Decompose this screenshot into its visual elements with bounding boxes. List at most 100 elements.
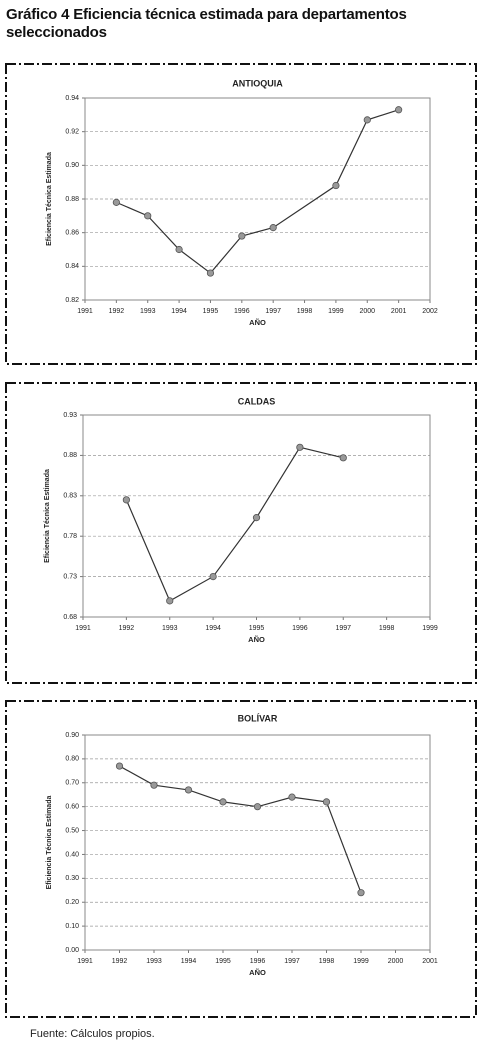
plot-frame [84,97,431,301]
x-tick-label: 2000 [388,958,404,965]
x-tick-label: 1993 [140,308,156,315]
x-tick-label: 1997 [265,308,281,315]
x-tick-label: 1993 [162,625,178,632]
y-tick-label: 0.93 [63,412,77,419]
x-tick-label: 1999 [353,958,369,965]
y-tick-label: 0.73 [63,573,77,580]
data-point [253,803,262,811]
x-tick-label: 2001 [391,308,407,315]
y-tick-label: 0.68 [63,614,77,621]
data-point [206,269,215,277]
y-tick-label: 0.90 [65,162,79,169]
x-tick-label: 1991 [77,308,93,315]
source-note: Fuente: Cálculos propios. [30,1028,155,1040]
x-tick-label: 1995 [249,625,265,632]
y-tick-label: 0.70 [65,780,79,787]
plot-frame [84,734,431,951]
x-tick-label: 1996 [250,958,266,965]
x-tick-label: 1995 [203,308,219,315]
data-point [122,496,130,504]
data-point [357,889,365,897]
y-axis-label: Eficiencia Técnica Estimada [44,469,51,563]
chart-title: ANTIOQUIA [232,78,283,88]
y-tick-label: 0.86 [65,230,79,237]
data-point [296,443,304,451]
chart-title: BOLÍVAR [238,713,278,723]
charts: ANTIOQUIA 0.82 0.84 0.86 0.88 0.90 0.92 0.94 199… [5,63,477,1018]
x-tick-label: 1999 [328,308,344,315]
data-point [238,232,246,240]
y-axis-label: Eficiencia Técnica Estimada [46,796,53,890]
x-tick-label: 2002 [422,308,438,315]
y-tick-label: 0.30 [65,875,79,882]
y-tick-label: 0.84 [65,263,79,270]
x-tick-label: 1991 [77,958,93,965]
y-tick-label: 0.20 [65,899,79,906]
x-tick-label: 2000 [359,308,375,315]
data-point [144,212,152,220]
data-point [288,793,296,801]
series-line [116,109,399,274]
y-axis-label: Eficiencia Técnica Estimada [46,152,53,246]
y-tick-label: 0.82 [65,297,79,304]
x-axis-label: AÑO [249,318,266,327]
series-line [125,446,344,602]
y-tick-label: 0.40 [65,851,79,858]
plot-frame [82,414,431,618]
chart-title: CALDAS [238,396,276,406]
y-tick-label: 0.00 [65,947,79,954]
data-point [112,198,120,206]
x-axis-label: AÑO [249,968,266,977]
data-point [219,798,227,806]
x-tick-label: 1997 [335,625,351,632]
data-point [209,572,217,581]
data-point [339,454,347,462]
data-point [166,597,174,605]
y-tick-label: 0.10 [65,923,79,930]
x-tick-label: 1998 [319,958,335,965]
x-tick-label: 1992 [109,308,125,315]
y-tick-label: 0.60 [65,804,79,811]
x-tick-label: 2001 [422,958,438,965]
y-tick-label: 0.92 [65,129,79,136]
y-tick-label: 0.80 [65,756,79,763]
series-line [119,765,362,893]
y-tick-label: 0.88 [65,196,79,203]
x-tick-label: 1992 [112,958,128,965]
x-axis-label: AÑO [248,635,265,644]
x-tick-label: 1991 [75,625,91,632]
panel-frame [5,700,477,1018]
data-point [252,514,261,522]
data-point [332,181,340,190]
y-tick-label: 0.90 [65,732,79,739]
x-tick-label: 1996 [234,308,250,315]
y-tick-label: 0.78 [63,533,77,540]
x-tick-label: 1993 [146,958,162,965]
y-tick-label: 0.83 [63,493,77,500]
x-tick-label: 1995 [215,958,231,965]
panel-frame [5,382,477,684]
x-tick-label: 1994 [181,958,197,965]
panel-frame [5,63,477,365]
data-point [150,781,158,789]
data-point [184,786,193,794]
figure-title: Gráfico 4 Eficiencia técnica estimada pa… [6,6,407,41]
data-point [269,224,277,232]
data-point [395,106,403,114]
data-point [363,116,371,124]
x-tick-label: 1994 [171,308,187,315]
y-tick-label: 0.94 [65,95,79,102]
x-tick-label: 1999 [422,625,438,632]
x-tick-label: 1992 [119,625,135,632]
data-point [115,762,124,770]
x-tick-label: 1998 [297,308,313,315]
x-tick-label: 1996 [292,625,308,632]
x-tick-label: 1997 [284,958,300,965]
y-tick-label: 0.88 [63,452,77,459]
y-tick-label: 0.50 [65,827,79,834]
data-point [175,245,183,254]
x-tick-label: 1998 [379,625,395,632]
x-tick-label: 1994 [205,625,221,632]
data-point [322,798,331,806]
